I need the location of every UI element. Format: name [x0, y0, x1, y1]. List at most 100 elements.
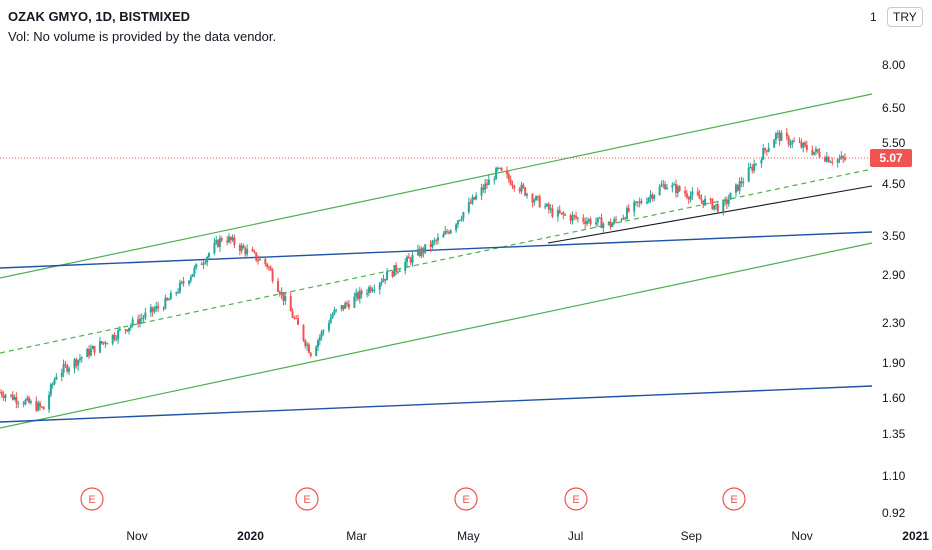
- x-tick-label: Sep: [680, 529, 702, 543]
- candle-body: [98, 341, 101, 353]
- svg-text:E: E: [572, 494, 579, 506]
- candle-body: [207, 253, 210, 257]
- candle-body: [831, 161, 834, 163]
- candle-body: [255, 252, 258, 261]
- candle-body: [635, 201, 638, 203]
- candle-body: [4, 395, 7, 398]
- candle-body: [342, 305, 345, 309]
- candle-body: [266, 263, 269, 267]
- candle-body: [206, 256, 209, 263]
- candle-body: [213, 242, 216, 254]
- candle-body: [178, 282, 181, 292]
- candle-body: [169, 292, 172, 300]
- svg-text:E: E: [88, 494, 95, 506]
- candle-body: [144, 312, 147, 318]
- earnings-marker[interactable]: E: [454, 487, 478, 511]
- candle-body: [689, 195, 692, 200]
- candle-body: [636, 201, 639, 203]
- candle-body: [149, 307, 152, 313]
- candle-body: [595, 222, 598, 225]
- candle-body: [678, 186, 681, 191]
- y-tick-label: 1.90: [882, 355, 906, 370]
- candle-body: [525, 194, 528, 196]
- y-tick-label: 2.90: [882, 268, 906, 283]
- x-tick-label: Jul: [567, 529, 584, 543]
- candle-body: [842, 156, 845, 158]
- y-tick-label: 1.35: [882, 426, 906, 441]
- last-price-badge: 5.07: [870, 149, 912, 167]
- candle-body: [780, 132, 783, 141]
- candle-body: [168, 299, 170, 301]
- channel-lower-line: [0, 242, 873, 429]
- candle-body: [124, 329, 127, 331]
- candle-body: [100, 341, 103, 344]
- earnings-marker[interactable]: E: [295, 487, 319, 511]
- candle-body: [264, 258, 267, 264]
- candle-body: [131, 319, 134, 326]
- candle-body: [333, 310, 336, 315]
- candle-body: [315, 346, 318, 356]
- candle-body: [49, 384, 52, 395]
- candle-body: [282, 292, 285, 301]
- earnings-marker[interactable]: E: [80, 487, 104, 511]
- blue-support-line: [0, 385, 873, 423]
- candle-body: [662, 184, 665, 186]
- candle-body: [293, 317, 296, 319]
- drawings: [0, 93, 873, 429]
- candle-body: [709, 198, 712, 200]
- candle-body: [716, 204, 719, 212]
- candle-body: [155, 306, 158, 310]
- candle-body: [471, 197, 474, 204]
- earnings-marker[interactable]: E: [564, 487, 588, 511]
- candle-body: [487, 179, 490, 185]
- candle-body: [649, 194, 652, 198]
- candle-body: [180, 281, 183, 283]
- candle-body: [838, 158, 841, 160]
- candle-body: [736, 184, 739, 191]
- candle-body: [331, 314, 334, 318]
- candle-body: [118, 329, 121, 331]
- candle-body: [242, 245, 245, 249]
- candle-body: [509, 179, 512, 185]
- candle-body: [29, 401, 32, 403]
- candle-body: [729, 192, 732, 200]
- y-tick-label: 2.30: [882, 316, 906, 331]
- candle-body: [277, 280, 280, 292]
- candle-body: [569, 215, 572, 221]
- candle-body: [9, 394, 12, 396]
- candle-body: [814, 149, 817, 152]
- candle-body: [596, 217, 599, 223]
- candle-body: [587, 219, 590, 222]
- candle-body: [396, 271, 399, 273]
- candle-body: [307, 344, 310, 353]
- candle-body: [602, 223, 605, 229]
- candle-body: [422, 248, 425, 253]
- svg-text:E: E: [462, 494, 469, 506]
- candle-body: [267, 266, 270, 268]
- candle-body: [115, 338, 118, 340]
- symbol-title[interactable]: OZAK GMYO, 1D, BISTMIXED: [8, 9, 191, 24]
- candle-body: [151, 307, 154, 312]
- candle-body: [138, 318, 141, 325]
- candle-body: [68, 368, 71, 372]
- candle-body: [480, 187, 483, 196]
- currency-button[interactable]: TRY: [887, 7, 923, 27]
- candle-body: [238, 245, 241, 251]
- candle-body: [391, 271, 394, 277]
- candle-body: [482, 187, 485, 190]
- candle-body: [473, 197, 476, 200]
- earnings-marker[interactable]: E: [722, 487, 746, 511]
- candle-body: [615, 219, 618, 221]
- candle-body: [556, 210, 559, 217]
- y-tick-label: 8.00: [882, 58, 906, 72]
- candle-body: [366, 293, 369, 295]
- candle-body: [462, 212, 465, 219]
- candle-body: [435, 240, 438, 242]
- candle-body: [189, 276, 192, 281]
- candle-body: [500, 167, 503, 171]
- candle-body: [740, 181, 743, 184]
- candle-body: [722, 201, 725, 212]
- candle-body: [787, 136, 790, 145]
